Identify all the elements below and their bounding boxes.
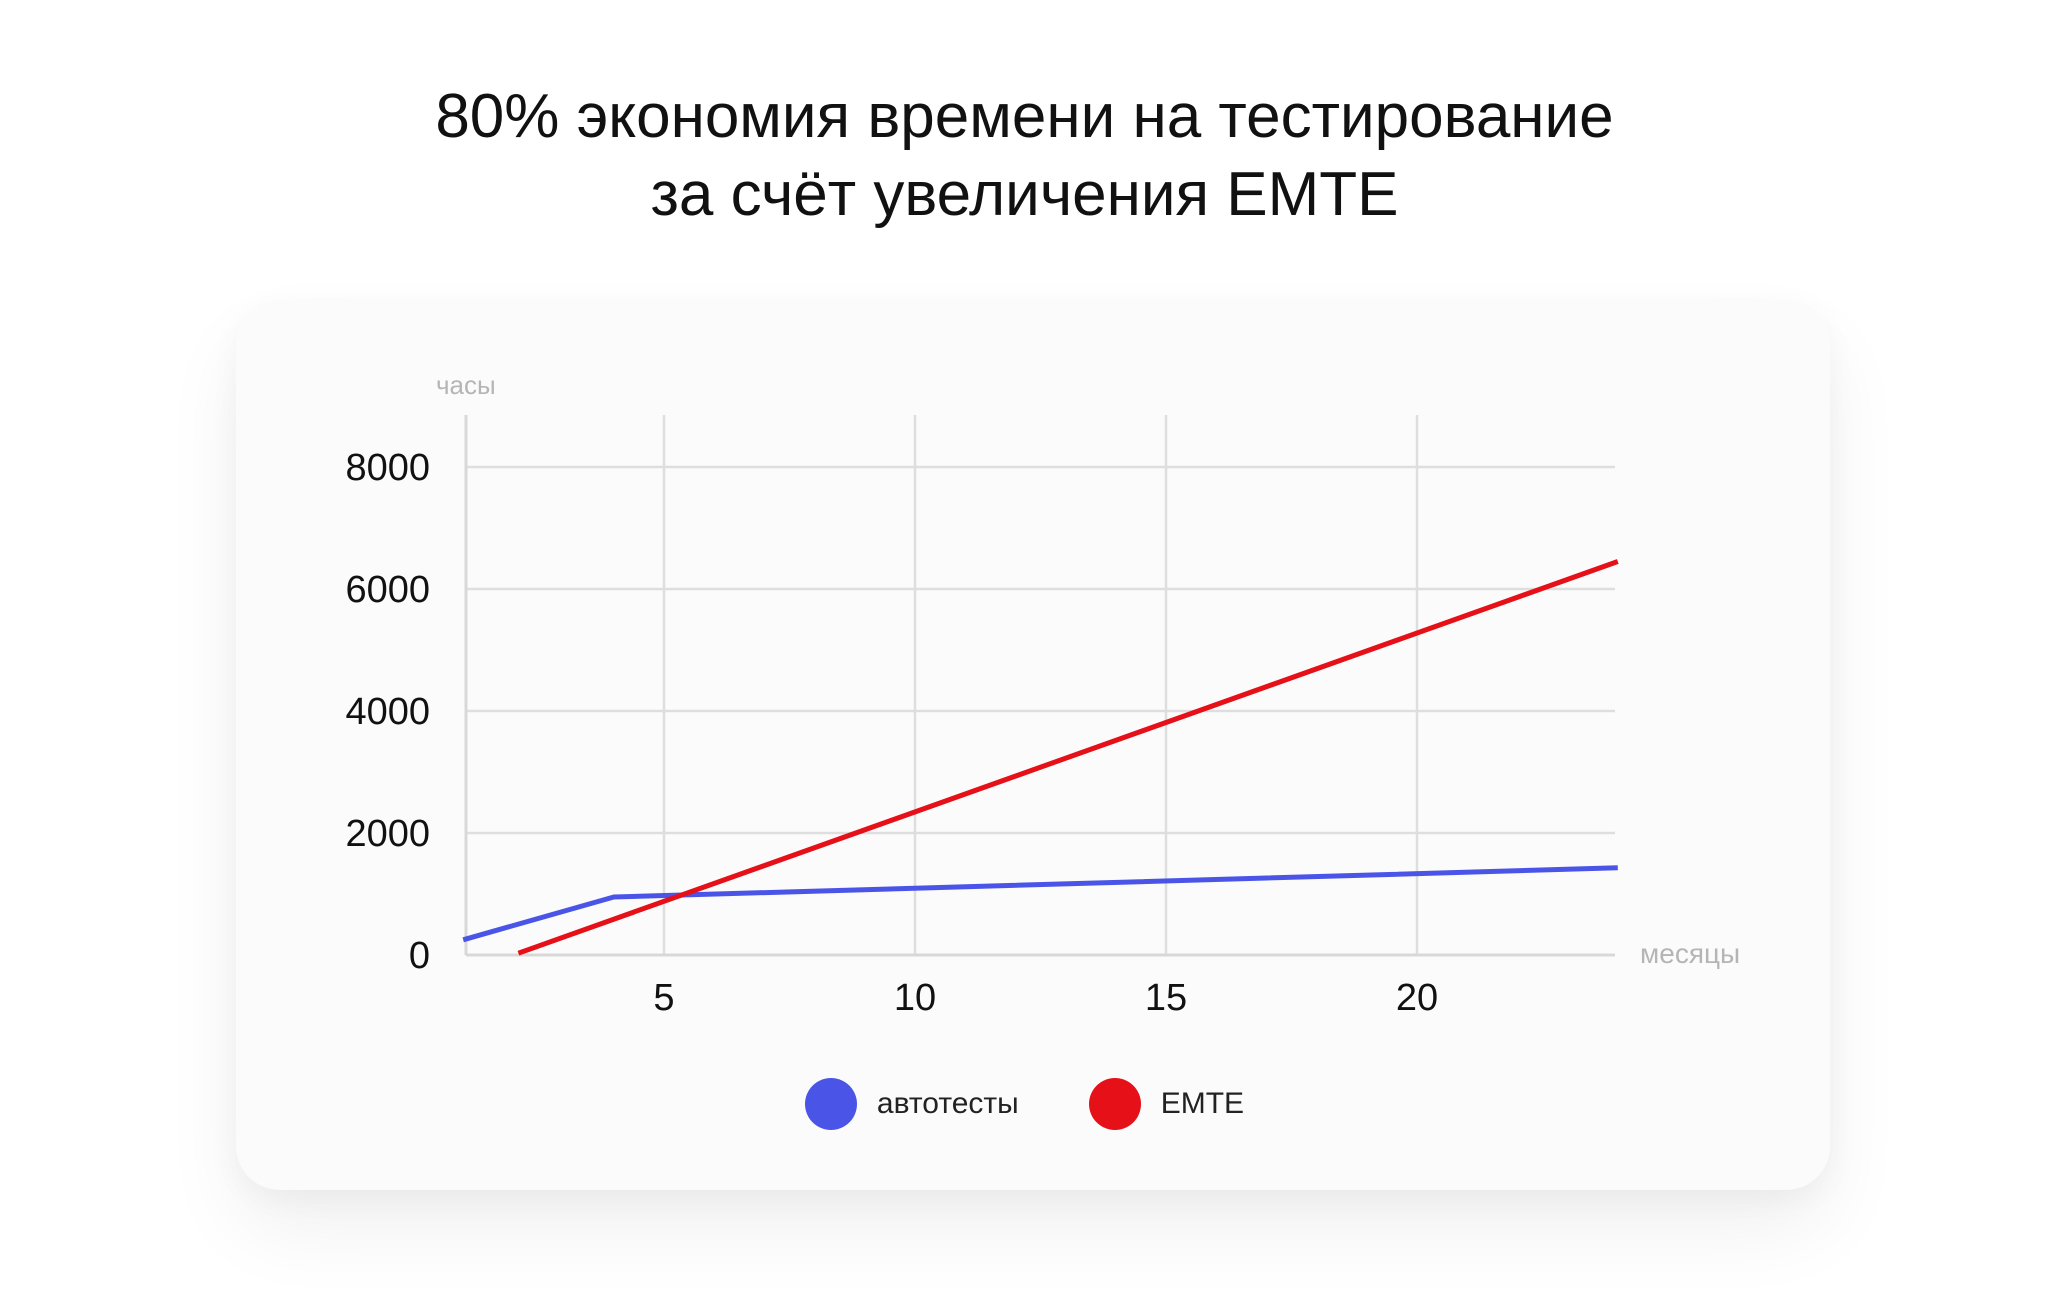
chart-title-line-1: 80% экономия времени на тестирование xyxy=(435,82,1614,151)
series-line-autotests xyxy=(462,865,1618,943)
x-tick-label-5: 5 xyxy=(653,977,674,1019)
y-tick-label-6000: 6000 xyxy=(345,569,430,611)
y-axis-label: часы xyxy=(436,370,496,400)
x-axis-label: месяцы xyxy=(1640,938,1740,969)
y-tick-label-2000: 2000 xyxy=(345,813,430,855)
y-tick-label-0: 0 xyxy=(409,935,430,977)
grid xyxy=(466,415,1615,955)
chart-title-line-2: за счёт увеличения EMTE xyxy=(650,160,1399,229)
y-tick-label-8000: 8000 xyxy=(345,447,430,489)
legend-swatch-emte xyxy=(1088,1078,1141,1130)
x-tick-label-10: 10 xyxy=(894,977,936,1019)
chart-card xyxy=(236,300,1830,1190)
legend-swatch-autotests xyxy=(804,1078,857,1130)
legend-label-autotests: автотесты xyxy=(876,1087,1019,1120)
x-tick-label-20: 20 xyxy=(1396,977,1438,1019)
legend: автотесты EMTE xyxy=(0,1074,2049,1134)
x-tick-label-15: 15 xyxy=(1145,977,1187,1019)
axes xyxy=(464,415,1615,957)
legend-item-autotests[interactable]: автотесты xyxy=(804,1078,1019,1130)
legend-item-emte[interactable]: EMTE xyxy=(1088,1078,1245,1130)
legend-label-emte: EMTE xyxy=(1160,1087,1245,1120)
y-tick-label-4000: 4000 xyxy=(345,691,430,733)
chart-title: 80% экономия времени на тестирование за … xyxy=(0,78,2049,234)
series xyxy=(462,559,1619,956)
tick-labels: 0 2000 4000 6000 8000 5 10 15 20 xyxy=(345,447,1438,1019)
series-line-emte xyxy=(517,559,1619,956)
